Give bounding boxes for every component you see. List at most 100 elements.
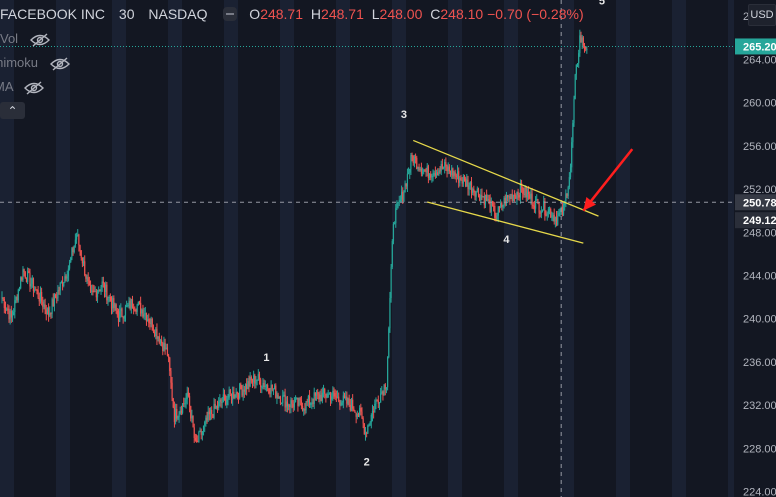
candle-body	[475, 191, 477, 197]
candle-body	[7, 308, 9, 311]
candle-body	[173, 407, 176, 422]
indicator-label: Vol	[0, 31, 19, 46]
currency-button[interactable]: USD	[748, 4, 776, 26]
candle-body	[442, 167, 445, 169]
candle-body	[459, 178, 461, 183]
candle-body	[121, 308, 123, 317]
eye-off-icon[interactable]	[29, 33, 50, 47]
candle-body	[119, 311, 121, 322]
candle-body	[73, 245, 75, 253]
candle-body	[269, 393, 271, 395]
candle-body	[327, 393, 329, 398]
candle-body	[335, 396, 337, 398]
candle-body	[363, 423, 365, 435]
candle-body	[17, 289, 19, 301]
candle-body	[331, 396, 333, 400]
candle-body	[213, 403, 215, 418]
candle-body	[128, 300, 130, 305]
candle-body	[333, 391, 335, 393]
candle-body	[108, 296, 110, 298]
candle-body	[103, 283, 106, 293]
exchange-label: NASDAQ	[148, 6, 208, 22]
candle-body	[71, 248, 73, 258]
candle-body	[39, 292, 42, 302]
candle-body	[533, 205, 536, 209]
candle-body	[579, 35, 581, 54]
candle-body	[465, 178, 467, 187]
candle-body	[385, 387, 388, 390]
indicator-ma[interactable]: MA	[0, 79, 45, 95]
candle-body	[550, 209, 552, 218]
candle-body	[158, 336, 160, 343]
candle-body	[152, 330, 155, 332]
candle-body	[116, 310, 118, 315]
eye-off-icon[interactable]	[24, 81, 45, 95]
minus-icon[interactable]	[223, 7, 238, 21]
candle-body	[402, 191, 404, 202]
candle-body	[9, 310, 11, 320]
candle-body	[296, 397, 298, 399]
close-value: 248.10 −0.70 (−0.28%)	[440, 6, 584, 22]
candle-body	[161, 339, 163, 344]
candle-body	[573, 98, 575, 124]
candle-body	[284, 394, 286, 408]
candle-body	[486, 194, 488, 201]
eye-off-icon[interactable]	[49, 57, 70, 71]
candle-body	[68, 262, 71, 269]
candle-body	[575, 64, 577, 75]
candle-body	[159, 339, 162, 343]
candle-body	[488, 199, 490, 201]
candle-body	[424, 170, 426, 172]
candle-body	[239, 383, 241, 398]
candle-body	[205, 417, 207, 423]
candle-body	[165, 347, 167, 350]
session-band	[0, 0, 14, 497]
candle-body	[581, 37, 583, 43]
candle-body	[177, 417, 179, 419]
price-label: 250.78	[743, 197, 776, 209]
chevron-up-icon[interactable]: ⌃	[0, 102, 25, 119]
candle-body	[41, 292, 43, 302]
candle-body	[362, 418, 364, 424]
candle-body	[392, 224, 395, 242]
candle-body	[378, 402, 381, 404]
candle-body	[510, 194, 512, 199]
candle-body	[375, 400, 377, 404]
candle-body	[140, 302, 142, 314]
candle-body	[13, 312, 15, 316]
indicator-vol[interactable]: Vol	[0, 31, 50, 47]
candle-body	[188, 396, 191, 406]
session-band	[560, 0, 574, 497]
candle-body	[479, 195, 481, 201]
candle-body	[169, 357, 171, 372]
candle-body	[454, 172, 456, 176]
candle-body	[540, 211, 542, 214]
indicator-ichimoku[interactable]: Ichimoku	[0, 55, 70, 71]
candle-body	[46, 307, 49, 315]
open-key: O	[249, 6, 261, 22]
candle-body	[18, 288, 21, 290]
candle-body	[406, 173, 409, 187]
candle-body	[170, 371, 172, 383]
candle-body	[359, 407, 361, 416]
y-tick-label: 232.00	[743, 400, 776, 412]
candle-body	[390, 266, 392, 298]
candle-body	[136, 305, 138, 312]
candle-body	[78, 234, 80, 246]
candle-body	[190, 405, 192, 419]
candle-body	[248, 381, 250, 387]
candle-body	[311, 402, 313, 404]
candle-body	[181, 403, 184, 413]
candle-body	[583, 45, 586, 47]
high-key: H	[310, 6, 322, 22]
candle-body	[314, 392, 316, 396]
candle-body	[585, 46, 587, 50]
candle-body	[66, 276, 68, 279]
candle-body	[449, 171, 452, 176]
candle-body	[410, 155, 412, 169]
candles	[1, 29, 588, 443]
candle-body	[391, 241, 393, 267]
interval-label: 30	[118, 6, 135, 22]
candle-body	[36, 289, 38, 291]
